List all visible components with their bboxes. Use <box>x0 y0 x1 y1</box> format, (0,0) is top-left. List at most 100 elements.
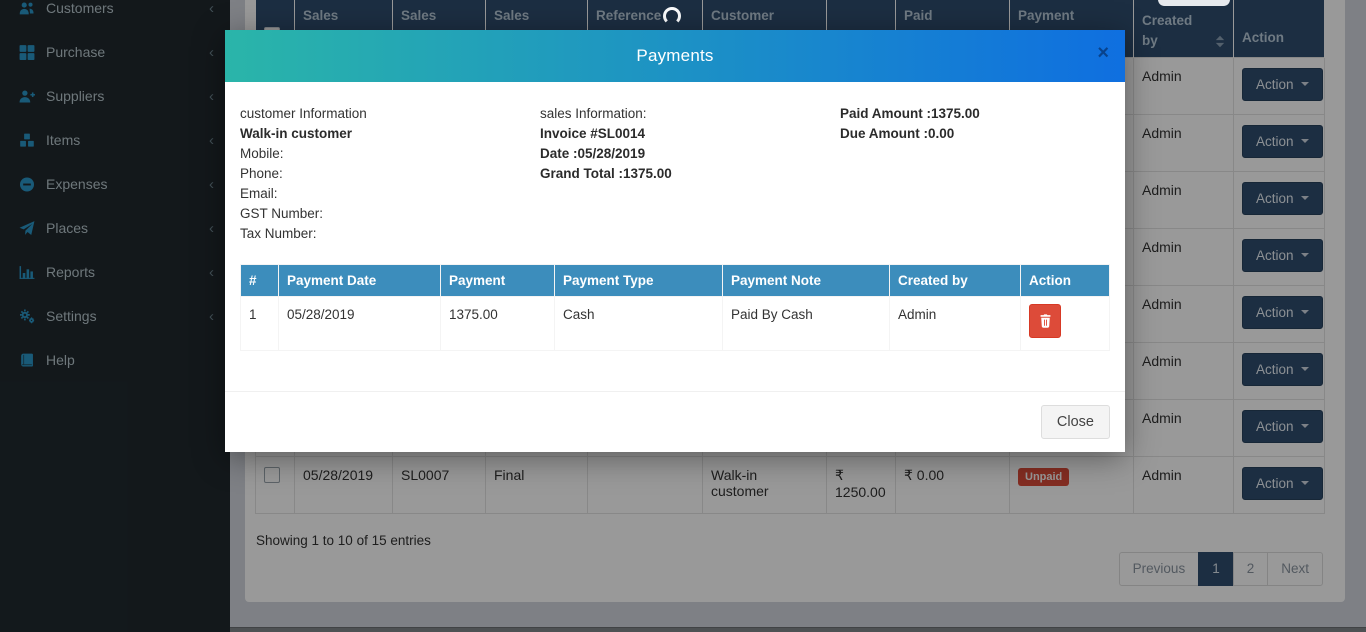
pagination-previous[interactable]: Previous <box>1118 552 1200 587</box>
entries-summary: Showing 1 to 10 of 15 entries <box>256 532 431 548</box>
table-row-sl0007: 05/28/2019 SL0007 Final Walk-in customer… <box>255 455 1325 514</box>
payment-date: 05/28/2019 <box>278 296 441 351</box>
created-by-cell: Admin <box>1133 227 1234 286</box>
invoice-info-section: customer Information Walk-in customer Mo… <box>240 104 1110 244</box>
sidebar-item-reports[interactable]: Reports ‹ <box>0 250 230 294</box>
action-dropdown-button[interactable]: Action <box>1242 238 1323 272</box>
action-dropdown-button[interactable]: Action <box>1242 352 1323 386</box>
paper-plane-icon <box>18 220 36 237</box>
cubes-icon <box>18 132 36 149</box>
payments-col-type: Payment Type <box>554 264 723 297</box>
action-dropdown-button[interactable]: Action <box>1242 67 1323 101</box>
sidebar-item-label: Settings <box>46 308 97 324</box>
sidebar-item-label: Suppliers <box>46 88 105 104</box>
tooltip-remnant <box>1158 0 1230 6</box>
payments-col-date: Payment Date <box>278 264 441 297</box>
sales-status-cell: Final <box>485 455 588 514</box>
created-by-cell: Admin <box>1133 398 1234 457</box>
close-icon[interactable]: × <box>1097 42 1109 64</box>
payments-col-created-by: Created by <box>889 264 1021 297</box>
sidebar-item-label: Help <box>46 352 75 368</box>
caret-down-icon <box>1300 82 1309 86</box>
sales-date-cell: 05/28/2019 <box>294 455 393 514</box>
sidebar-item-suppliers[interactable]: Suppliers ‹ <box>0 74 230 118</box>
tax-number-label: Tax Number: <box>240 226 317 241</box>
chevron-left-icon: ‹ <box>209 131 214 149</box>
sidebar-item-settings[interactable]: Settings ‹ <box>0 294 230 338</box>
payments-col-payment: Payment <box>440 264 555 297</box>
total-cell: ₹ 1250.00 <box>826 455 896 514</box>
gst-number-label: GST Number: <box>240 206 324 221</box>
customer-info-column: customer Information Walk-in customer Mo… <box>240 104 540 244</box>
reference-cell <box>587 455 703 514</box>
customer-name: Walk-in customer <box>240 126 353 141</box>
payment-num: 1 <box>240 296 279 351</box>
grand-total: Grand Total :1375.00 <box>540 166 672 181</box>
column-header-created-by[interactable]: Created by <box>1133 0 1234 57</box>
phone-label: Phone: <box>240 166 283 181</box>
grid-icon <box>18 44 36 61</box>
paid-amount: Paid Amount :1375.00 <box>840 106 980 121</box>
sidebar-item-expenses[interactable]: Expenses ‹ <box>0 162 230 206</box>
status-badge: Unpaid <box>1018 467 1070 486</box>
sales-info-heading: sales Information: <box>540 106 647 121</box>
caret-down-icon <box>1300 253 1309 257</box>
invoice-number: Invoice #SL0014 <box>540 126 646 141</box>
payments-table: # Payment Date Payment Payment Type Paym… <box>240 264 1110 351</box>
action-dropdown-button[interactable]: Action <box>1242 295 1323 329</box>
close-button[interactable]: Close <box>1040 405 1110 439</box>
created-by-cell: Admin <box>1133 170 1234 229</box>
sidebar-item-label: Customers <box>46 0 114 16</box>
chevron-left-icon: ‹ <box>209 87 214 105</box>
payments-col-note: Payment Note <box>722 264 890 297</box>
chevron-left-icon: ‹ <box>209 0 214 17</box>
sidebar-item-purchase[interactable]: Purchase ‹ <box>0 30 230 74</box>
sidebar-item-label: Purchase <box>46 44 106 60</box>
row-checkbox[interactable] <box>264 466 280 483</box>
sales-code-cell: SL0007 <box>392 455 486 514</box>
invoice-date: Date :05/28/2019 <box>540 146 646 161</box>
gears-icon <box>18 308 36 325</box>
action-dropdown-button[interactable]: Action <box>1242 466 1323 500</box>
email-label: Email: <box>240 186 278 201</box>
due-amount: Due Amount :0.00 <box>840 126 955 141</box>
user-plus-icon <box>18 88 36 105</box>
created-by-cell: Admin <box>1133 455 1234 514</box>
caret-down-icon <box>1300 367 1309 371</box>
sidebar-item-help[interactable]: Help <box>0 338 230 382</box>
modal-header: Payments × <box>225 30 1125 82</box>
modal-title: Payments <box>636 46 714 65</box>
chevron-left-icon: ‹ <box>209 43 214 61</box>
created-by-cell: Admin <box>1133 284 1234 343</box>
pagination-page-1[interactable]: 1 <box>1198 552 1234 587</box>
trash-icon <box>1040 314 1050 328</box>
caret-down-icon <box>1300 139 1309 143</box>
payment-amount: 1375.00 <box>440 296 555 351</box>
minus-circle-icon <box>18 176 36 193</box>
chevron-left-icon: ‹ <box>209 307 214 325</box>
pagination-next[interactable]: Next <box>1267 552 1323 587</box>
sidebar-menu: Customers ‹ Purchase ‹ Suppliers ‹ Items… <box>0 0 230 382</box>
payment-note: Paid By Cash <box>722 296 890 351</box>
payment-status-cell: Unpaid <box>1009 455 1134 514</box>
sidebar: Customers ‹ Purchase ‹ Suppliers ‹ Items… <box>0 0 230 632</box>
sidebar-item-label: Reports <box>46 264 96 280</box>
modal-body: customer Information Walk-in customer Mo… <box>225 82 1125 351</box>
action-dropdown-button[interactable]: Action <box>1242 181 1323 215</box>
payments-header-row: # Payment Date Payment Payment Type Paym… <box>240 264 1110 297</box>
delete-payment-button[interactable] <box>1029 304 1061 338</box>
action-dropdown-button[interactable]: Action <box>1242 409 1323 443</box>
action-dropdown-button[interactable]: Action <box>1242 124 1323 158</box>
book-icon <box>18 352 36 369</box>
caret-down-icon <box>1300 481 1309 485</box>
chevron-left-icon: ‹ <box>209 219 214 237</box>
sidebar-item-places[interactable]: Places ‹ <box>0 206 230 250</box>
loading-spinner-icon <box>663 7 681 25</box>
pagination-page-2[interactable]: 2 <box>1232 552 1269 587</box>
sort-icon <box>1214 35 1226 48</box>
paid-cell: ₹ 0.00 <box>895 455 1010 514</box>
sidebar-item-items[interactable]: Items ‹ <box>0 118 230 162</box>
mobile-label: Mobile: <box>240 146 284 161</box>
caret-down-icon <box>1300 196 1309 200</box>
sidebar-item-customers[interactable]: Customers ‹ <box>0 0 230 30</box>
